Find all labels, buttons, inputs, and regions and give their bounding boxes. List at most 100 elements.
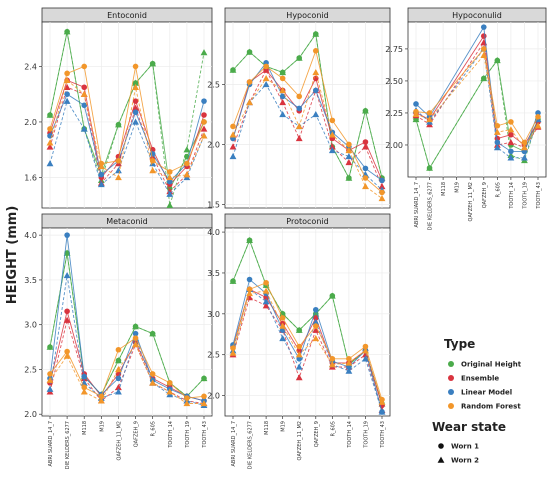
y-tick-label: 2.00 [385, 141, 403, 150]
panel-title: Hypoconid [286, 11, 328, 20]
data-point [378, 398, 386, 405]
data-point [115, 357, 122, 364]
data-point [312, 323, 319, 329]
data-point [328, 143, 336, 150]
data-point [312, 326, 320, 333]
y-tick-label: 2.4 [24, 62, 37, 71]
x-tick-label: M118 [441, 182, 447, 196]
data-point [412, 110, 420, 117]
y-tick-label: 2.5 [207, 351, 220, 360]
data-point [201, 393, 207, 400]
data-point [262, 81, 270, 88]
legend-swatch [448, 389, 454, 395]
panel-title: Hypoconulid [452, 11, 502, 20]
data-point [312, 87, 319, 94]
data-point [246, 276, 253, 283]
y-tick-label: 2.0 [207, 392, 220, 401]
data-point [229, 349, 237, 356]
data-point [115, 167, 122, 174]
x-tick-label: R_605 [151, 421, 157, 437]
series-line [232, 239, 383, 404]
legend-swatch [448, 403, 454, 409]
data-point [480, 33, 487, 39]
legend-triangle-marker [437, 456, 445, 463]
x-tick-label: M118 [264, 421, 270, 435]
data-point [166, 178, 173, 185]
data-point [295, 363, 303, 370]
data-point [508, 148, 514, 155]
y-tick-label: 2.5 [207, 80, 220, 89]
panel-entoconid: Entoconid 1.6 2.0 2.4 [24, 7, 213, 209]
data-point [132, 79, 139, 86]
legend-item-worn-1: Worn 1 [438, 443, 479, 451]
series-line [49, 337, 205, 399]
data-point [521, 139, 528, 146]
series-random-forest-worn-2 [412, 51, 542, 151]
legend-label: Worn 2 [451, 457, 479, 465]
series-line [232, 69, 383, 181]
data-point [279, 111, 287, 118]
data-point [64, 91, 70, 97]
x-tick-label: TOOTH_43 [536, 182, 542, 210]
data-point [362, 343, 369, 350]
y-tick-label: 2.50 [385, 77, 403, 86]
y-tick-label: 1.6 [24, 173, 37, 182]
panel-protoconid: Protoconid 2.0 2.5 3.0 3.5 4.0 ABRI SUARD_14_7… [207, 213, 391, 469]
x-tick-label: QAFZEH_9 [134, 421, 140, 447]
data-point [345, 159, 353, 166]
data-point [295, 326, 303, 333]
data-point [328, 292, 336, 299]
y-tick-label: 2.5 [24, 365, 37, 374]
data-point [508, 131, 514, 138]
data-point [296, 105, 303, 112]
series-line [232, 282, 383, 400]
data-point [115, 121, 122, 128]
data-point [230, 123, 236, 130]
y-tick-label: 3.0 [207, 310, 220, 319]
data-point [262, 75, 270, 82]
data-point [328, 147, 336, 154]
series-random-forest-worn-1 [230, 48, 385, 196]
data-point [81, 63, 88, 70]
series-line [232, 288, 383, 413]
data-point [345, 174, 353, 181]
data-point [362, 143, 369, 150]
data-point [63, 272, 71, 279]
y-tick-label: 4.0 [24, 231, 37, 240]
panel-hypoconulid: Hypoconulid 2.00 2.25 2.50 2.75 ABRI SUARD_14… [385, 7, 547, 230]
data-point [184, 395, 190, 401]
data-point [480, 24, 487, 30]
data-point [312, 306, 319, 313]
data-point [378, 183, 386, 190]
data-point [80, 90, 88, 97]
data-point [132, 83, 139, 90]
data-point [521, 144, 528, 151]
series-line [49, 235, 205, 402]
series-line [49, 79, 205, 179]
data-point [149, 330, 157, 337]
data-point [200, 132, 208, 139]
series-random-forest-worn-2 [46, 340, 208, 407]
data-point [63, 76, 71, 84]
y-tick-label: 2.0 [207, 140, 220, 149]
data-point [493, 128, 501, 135]
x-tick-label: TOOTH_19 [363, 421, 369, 449]
data-point [201, 112, 207, 118]
data-point [201, 119, 207, 125]
data-point [166, 169, 173, 175]
data-point [132, 118, 139, 125]
series-line [49, 93, 205, 183]
data-point [200, 49, 208, 56]
data-point [166, 380, 173, 386]
series-line [232, 69, 383, 187]
data-point [507, 126, 515, 133]
data-point [229, 66, 237, 73]
y-tick-label: 3.5 [207, 269, 220, 278]
data-point [64, 348, 70, 355]
x-tick-label: DIE KELDERS_6277 [65, 421, 71, 469]
x-tick-label: QAFZEH_11_M2 [297, 421, 303, 460]
y-tick-label: 1.5 [207, 200, 220, 209]
data-point [263, 63, 269, 70]
data-point [46, 111, 54, 118]
